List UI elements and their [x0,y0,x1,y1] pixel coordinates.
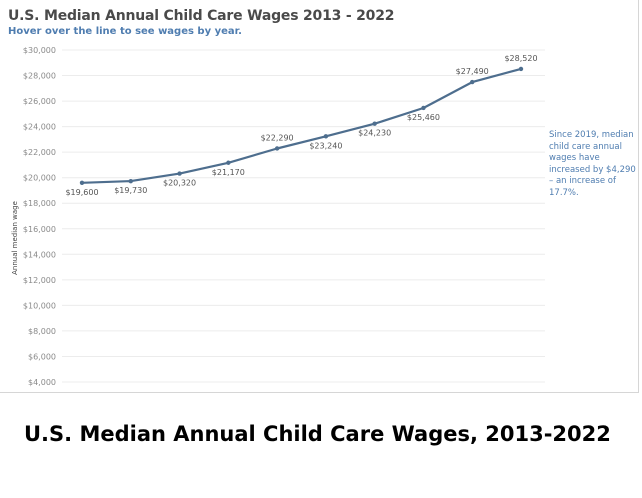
data-point[interactable] [128,178,133,184]
y-tick-label: $30,000 [23,46,56,55]
chart-frame-bottom-border [0,392,639,393]
chart-frame-right-border [638,0,639,392]
y-tick-label: $8,000 [28,327,56,336]
data-point[interactable] [421,105,426,111]
y-tick-label: $22,000 [23,148,56,157]
y-tick-label: $12,000 [23,276,56,285]
data-label: $28,520 [504,54,537,63]
data-point[interactable] [518,66,524,72]
data-label: $27,490 [456,67,489,76]
y-tick-label: $28,000 [23,72,56,81]
data-point[interactable] [177,171,182,176]
data-label: $20,320 [163,179,196,188]
y-tick-label: $24,000 [23,123,56,132]
figure-caption: U.S. Median Annual Child Care Wages, 201… [24,422,611,446]
chart-subtitle: Hover over the line to see wages by year… [8,26,242,37]
data-point[interactable] [372,121,377,126]
data-label: $19,730 [114,186,147,195]
y-tick-label: $18,000 [23,199,56,208]
data-point[interactable] [79,180,85,185]
data-label: $23,240 [309,141,342,150]
data-point[interactable] [323,134,329,139]
data-label: $22,290 [261,133,294,142]
y-tick-label: $20,000 [23,174,56,183]
data-label: $19,600 [65,188,98,197]
y-axis-label: Annual median wage [11,201,19,275]
y-tick-label: $14,000 [23,250,56,259]
series-line[interactable] [80,67,523,184]
data-label: $21,170 [212,168,245,177]
data-label: $24,230 [358,129,391,138]
y-tick-label: $4,000 [28,378,56,387]
y-tick-label: $16,000 [23,225,56,234]
chart-annotation: Since 2019, median child care annual wag… [549,130,636,198]
y-tick-label: $26,000 [23,97,56,106]
data-point[interactable] [226,160,231,165]
chart-title: U.S. Median Annual Child Care Wages 2013… [8,8,395,24]
data-point[interactable] [470,79,475,85]
y-tick-label: $6,000 [28,352,56,361]
data-label: $25,460 [407,113,440,122]
data-point[interactable] [274,146,280,151]
y-tick-label: $10,000 [23,301,56,310]
